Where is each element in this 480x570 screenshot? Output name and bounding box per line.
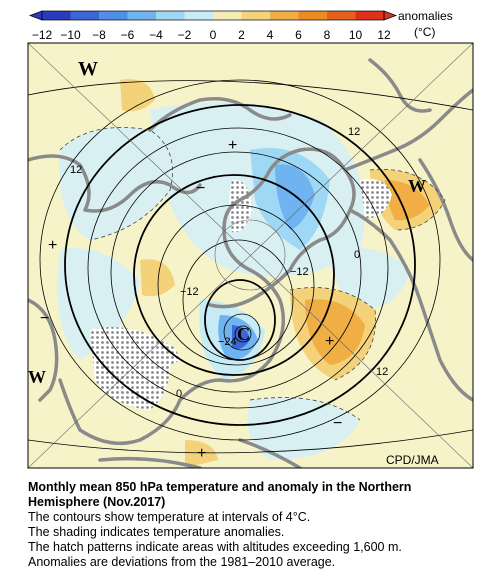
legend-tick-label: −10 [60, 28, 81, 42]
contour-label: −12 [180, 286, 199, 298]
minus-sign: − [196, 180, 205, 197]
colorbar-segment [241, 11, 270, 20]
caption-title: Monthly mean 850 hPa temperature and ano… [28, 480, 412, 509]
warm-marker-w1: W [78, 58, 98, 80]
contour-label: 0 [354, 249, 360, 261]
legend-tick-label: −2 [177, 28, 192, 42]
contour-label: −24 [218, 336, 237, 348]
colorbar-arrow-left [29, 10, 43, 21]
legend-colorbar [29, 10, 397, 21]
contour-labels: 12 12 0 −12 −12 −24 0 12 [70, 126, 388, 400]
map-markers: W W W C [28, 58, 426, 387]
colorbar-segment [156, 11, 185, 20]
legend-tick-label: 0 [209, 28, 217, 42]
colorbar-segment [99, 11, 128, 20]
caption-line: The hatch patterns indicate areas with a… [28, 540, 402, 554]
plus-sign: + [48, 237, 57, 254]
legend-tick-label: 4 [266, 28, 274, 42]
colorbar-segment [127, 11, 156, 20]
colorbar-arrow-right [383, 10, 397, 21]
colorbar-segment [184, 11, 213, 20]
anomaly-signs: + + + + − − − [40, 137, 342, 462]
colorbar-segment [213, 11, 242, 20]
contour-label: 12 [70, 164, 82, 176]
colorbar-segment [327, 11, 356, 20]
colorbar-segment [42, 11, 71, 20]
plus-sign: + [197, 445, 206, 462]
warm-marker-w3: W [28, 367, 46, 387]
colorbar-segment [270, 11, 299, 20]
legend-tick-label: 10 [348, 28, 363, 42]
contour-label: 12 [348, 126, 360, 138]
contour-label: 12 [376, 366, 388, 378]
legend-tick-label: −6 [120, 28, 135, 42]
minus-sign: − [40, 310, 49, 327]
legend-title: anomalies [398, 9, 453, 23]
graticule [28, 43, 473, 468]
contour-label: 0 [176, 388, 182, 400]
legend-tick-label: −8 [92, 28, 106, 42]
caption-line: Anomalies are deviations from the 1981–2… [28, 555, 336, 569]
legend-tick-label: 12 [377, 28, 391, 42]
minus-sign: − [333, 415, 342, 432]
cold-center-c: C [237, 324, 250, 344]
colorbar-segment [355, 11, 384, 20]
caption-line: The contours show temperature at interva… [28, 510, 311, 524]
caption-line: The shading indicates temperature anomal… [28, 525, 285, 539]
colorbar-border [41, 10, 385, 21]
legend-tick-label: −12 [31, 28, 53, 42]
legend-unit: (°C) [414, 25, 436, 39]
warm-marker-w2: W [408, 176, 426, 196]
anomaly-zero-lines [59, 127, 446, 421]
temperature-contours [28, 79, 473, 454]
plus-sign: + [325, 333, 334, 350]
colorbar-segment [298, 11, 327, 20]
caption: Monthly mean 850 hPa temperature and ano… [28, 480, 473, 570]
colorbar-segment [70, 11, 99, 20]
legend-tick-label: 8 [323, 28, 331, 42]
plus-sign: + [228, 137, 237, 154]
legend-tick-label: 6 [295, 28, 302, 42]
legend-tick-label: −4 [149, 28, 163, 42]
map-frame [27, 42, 474, 469]
contour-label: −12 [290, 266, 309, 278]
credit-label: CPD/JMA [386, 453, 439, 467]
legend-tick-label: 2 [238, 28, 245, 42]
